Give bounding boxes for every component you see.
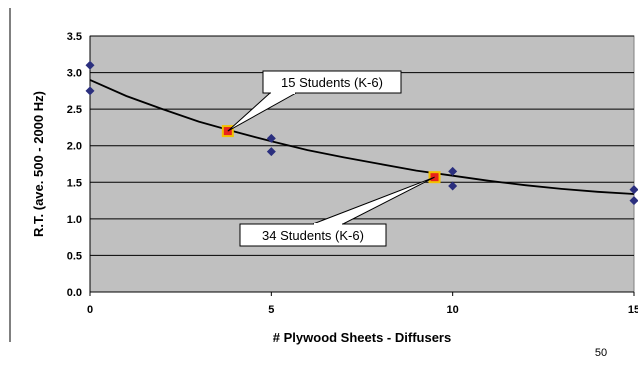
y-tick-label: 2.0 — [67, 141, 82, 153]
x-tick-label: 15 — [628, 304, 638, 316]
y-tick-label: 0.5 — [67, 250, 82, 262]
y-tick-label: 0.0 — [67, 287, 82, 299]
x-axis-title: # Plywood Sheets - Diffusers — [273, 330, 451, 345]
y-tick-label: 3.0 — [67, 68, 82, 80]
x-tick-labels: 0 5 10 15 — [87, 292, 638, 316]
page-number: 50 — [595, 347, 607, 359]
y-tick-label: 1.5 — [67, 177, 82, 189]
callout-label: 34 Students (K-6) — [262, 228, 364, 243]
y-tick-label: 2.5 — [67, 104, 82, 116]
x-tick-label: 10 — [447, 304, 459, 316]
y-tick-label: 3.5 — [67, 31, 82, 43]
y-tick-label: 1.0 — [67, 214, 82, 226]
y-axis-title: R.T. (ave. 500 - 2000 Hz) — [31, 91, 46, 237]
y-tick-labels: 0.0 0.5 1.0 1.5 2.0 2.5 3.0 3.5 — [67, 31, 82, 299]
callout-label: 15 Students (K-6) — [281, 75, 383, 90]
x-tick-label: 0 — [87, 304, 93, 316]
x-tick-label: 5 — [268, 304, 274, 316]
